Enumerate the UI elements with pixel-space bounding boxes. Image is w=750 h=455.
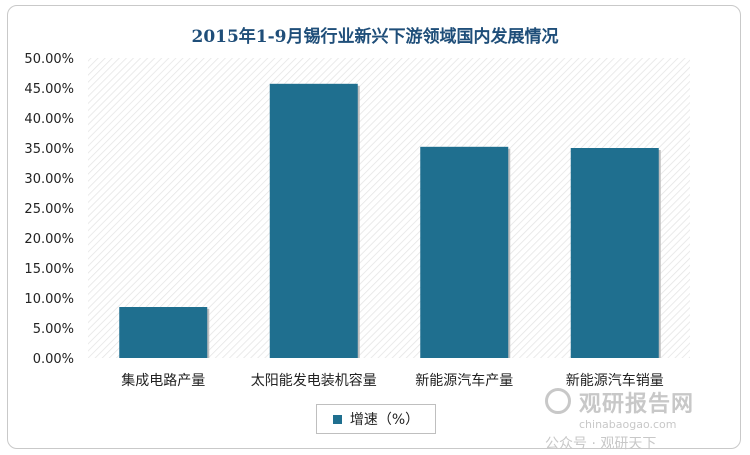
x-tick-label: 新能源汽车销量: [566, 372, 664, 389]
watermark-brand: 观研报告网: [579, 392, 695, 417]
y-tick-label: 20.00%: [24, 232, 74, 247]
legend: 增速（%）: [316, 404, 436, 434]
y-tick-label: 5.00%: [33, 322, 74, 337]
x-tick-label: 太阳能发电装机容量: [251, 372, 377, 389]
watermark: 观研报告网 chinabaogao.com 公众号 · 观研天下: [545, 386, 694, 453]
bar: [570, 148, 659, 358]
y-tick-label: 25.00%: [24, 202, 74, 217]
bar: [420, 146, 509, 358]
x-tick-label: 新能源汽车产量: [415, 372, 513, 389]
y-tick-label: 15.00%: [24, 262, 74, 277]
y-tick-label: 30.00%: [24, 172, 74, 187]
watermark-url: chinabaogao.com: [579, 418, 677, 431]
y-tick-label: 50.00%: [24, 52, 74, 67]
y-tick-label: 35.00%: [24, 142, 74, 157]
bar: [119, 307, 208, 358]
bar: [269, 83, 358, 359]
watermark-logo-icon: [545, 388, 571, 414]
legend-label: 增速（%）: [349, 412, 420, 428]
x-tick-label: 集成电路产量: [121, 372, 205, 389]
y-tick-label: 10.00%: [24, 292, 74, 307]
y-tick-label: 45.00%: [24, 82, 74, 97]
y-tick-label: 40.00%: [24, 112, 74, 127]
legend-swatch: [332, 414, 342, 424]
chart-title: 2015年1-9月锡行业新兴下游领域国内发展情况: [191, 27, 559, 47]
y-tick-label: 0.00%: [33, 352, 74, 367]
watermark-sub: 公众号 · 观研天下: [545, 436, 657, 452]
